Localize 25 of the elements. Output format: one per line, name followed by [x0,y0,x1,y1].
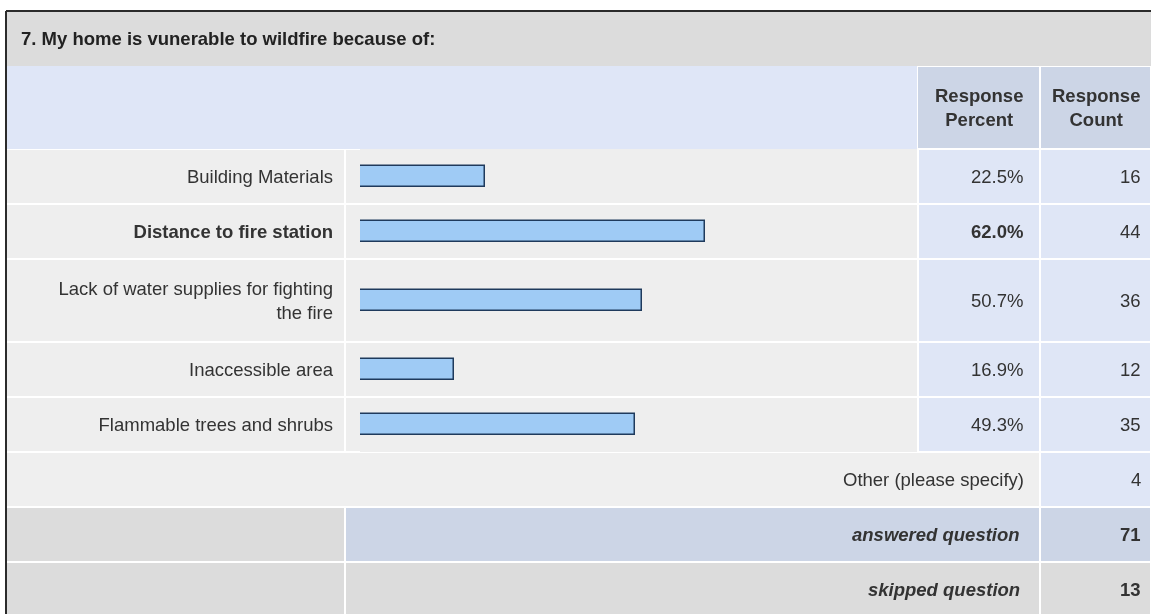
bar [360,288,642,311]
text: 35 [1120,414,1141,435]
y-tick-label: Inaccessible area [189,358,334,380]
y-tick-label: Lack of water supplies for fighting the fire [58,277,333,323]
text: 16 [1120,166,1141,187]
chart-title: 7. My home is vunerable to wildfire because of: [21,27,436,49]
text: skipped question [868,579,1021,600]
text: 12 [1120,359,1141,380]
text: 13 [1120,579,1141,600]
text: Response Count [1052,85,1141,131]
data-label: 16.9% [971,359,1024,380]
text: Other (please specify) [843,469,1024,490]
y-tick-label: Building Materials [186,165,333,187]
data-label: 50.7% [971,290,1024,311]
data-label: 22.5% [971,166,1024,187]
data-label: 62.0% [971,221,1024,242]
text: 36 [1120,290,1141,311]
text: 4 [1131,469,1142,490]
text: Response Percent [935,85,1024,131]
text: answered question [852,524,1020,545]
text: 71 [1120,524,1141,545]
data-label: 49.3% [971,414,1024,435]
y-tick-label: Distance to fire station [133,220,333,242]
text: 44 [1120,221,1141,242]
y-tick-label: Flammable trees and shrubs [98,413,333,435]
